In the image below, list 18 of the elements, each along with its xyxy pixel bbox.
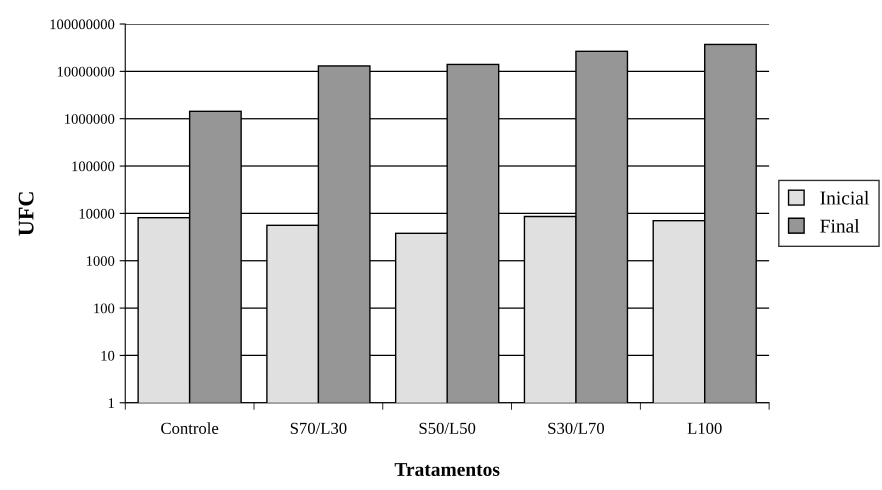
legend-label: Final bbox=[820, 218, 860, 233]
y-tick-label: 100 bbox=[94, 303, 114, 314]
legend-label: Inicial bbox=[820, 190, 869, 205]
x-tick-label: L100 bbox=[688, 422, 722, 434]
y-tick-label: 100000000 bbox=[50, 19, 114, 30]
y-tick-label: 1000 bbox=[86, 256, 114, 266]
y-tick-label: 10000 bbox=[80, 208, 114, 219]
y-tick-label: 1000000 bbox=[65, 114, 114, 124]
x-tick-label: S50/L50 bbox=[420, 422, 476, 434]
x-tick-label: S30/L70 bbox=[548, 422, 604, 434]
x-tick-label: S70/L30 bbox=[290, 422, 346, 434]
y-tick-label: 100000 bbox=[72, 161, 114, 172]
y-tick-label: 10 bbox=[102, 350, 114, 361]
y-tick-label: 1 bbox=[108, 398, 114, 408]
x-axis-title: Tratamentos bbox=[394, 463, 500, 476]
x-tick-label: Controle bbox=[161, 422, 218, 434]
y-axis-title: UFC bbox=[18, 192, 34, 236]
y-tick-label: 10000000 bbox=[58, 66, 114, 77]
